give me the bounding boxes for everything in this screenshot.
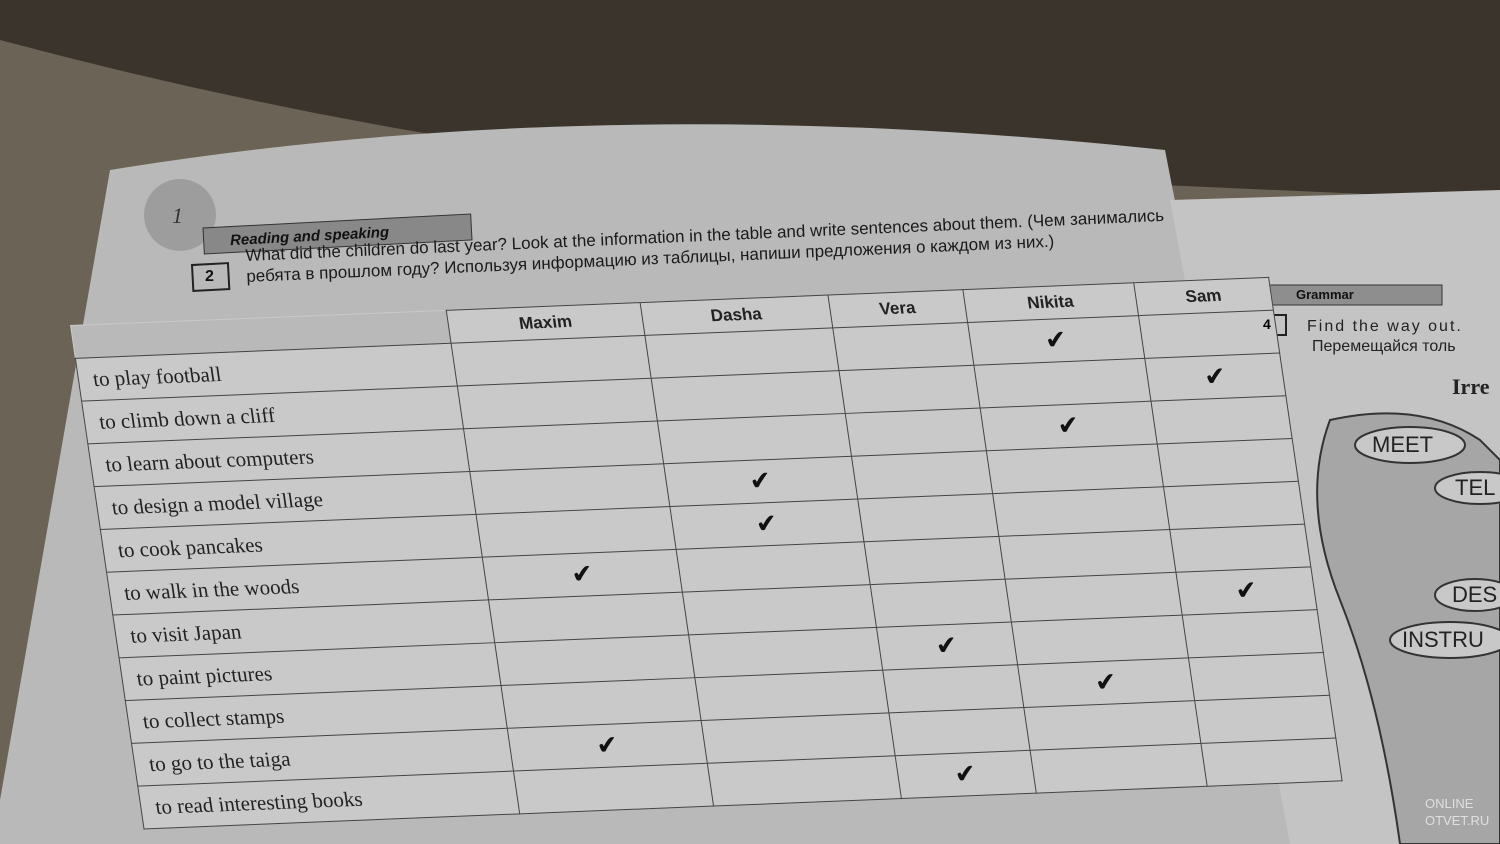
- cell: ✔: [1175, 566, 1318, 616]
- grammar-title: Grammar: [1296, 287, 1354, 302]
- watermark: ONLINE OTVET.RU: [1425, 795, 1489, 829]
- instruction: What did the children do last year? Look…: [245, 204, 1176, 287]
- check-mark: ✔: [1233, 575, 1260, 606]
- cell: ✔: [876, 621, 1018, 671]
- maze-word: MEET: [1372, 432, 1434, 457]
- cell: ✔: [894, 750, 1037, 799]
- cell: [1200, 738, 1343, 787]
- cell: [1004, 572, 1183, 622]
- cell: ✔: [663, 456, 858, 507]
- watermark-line: ONLINE: [1425, 796, 1474, 811]
- maze-word: INSTRU: [1402, 627, 1484, 652]
- instruction-en: Find the way out.: [1307, 318, 1463, 335]
- instruction-ru: Перемещайся толь: [1312, 338, 1456, 355]
- cell: [998, 529, 1176, 580]
- cell: [832, 322, 974, 371]
- watermark-line: OTVET.RU: [1425, 813, 1490, 828]
- cell: [857, 493, 999, 542]
- cell: [1157, 438, 1299, 487]
- cell: ✔: [1017, 657, 1195, 708]
- cell: [844, 408, 987, 457]
- check-mark: ✔: [933, 630, 960, 661]
- cell: [676, 541, 870, 593]
- check-mark: ✔: [1092, 667, 1119, 698]
- cell: [863, 536, 1005, 585]
- cell: [1011, 615, 1189, 665]
- cell: [973, 358, 1151, 409]
- cell: [838, 365, 980, 414]
- cell: [869, 579, 1012, 628]
- cell: ✔: [967, 315, 1145, 366]
- cell: [1194, 695, 1336, 744]
- cell: [688, 627, 883, 678]
- cell: [882, 664, 1024, 713]
- check-mark: ✔: [1055, 410, 1082, 441]
- check-mark: ✔: [1042, 325, 1069, 355]
- cell: [992, 486, 1170, 537]
- cell: [888, 707, 1030, 756]
- cell: [513, 763, 714, 814]
- maze-word: DES: [1452, 582, 1498, 607]
- table-container: Maxim Dasha Vera Nikita Sam to play football ✔…: [70, 276, 1343, 830]
- cell: [986, 443, 1164, 494]
- check-mark: ✔: [952, 759, 979, 789]
- cell: [851, 450, 993, 500]
- cell: [1163, 481, 1305, 530]
- cell: ✔: [979, 401, 1158, 451]
- cell: [657, 413, 852, 464]
- cell: [644, 327, 839, 379]
- check-mark: ✔: [594, 730, 621, 761]
- check-mark: ✔: [569, 559, 596, 590]
- cell: [1023, 700, 1201, 751]
- cell: [1188, 652, 1330, 701]
- column-header: Vera: [827, 289, 968, 328]
- cell: [1169, 524, 1311, 573]
- cell: [707, 755, 902, 807]
- activity-table: Maxim Dasha Vera Nikita Sam to play football ✔…: [70, 276, 1343, 830]
- cell: [682, 584, 877, 635]
- page-number: 1: [172, 203, 183, 228]
- cell: [1150, 395, 1293, 444]
- cell: [1029, 743, 1208, 794]
- cell: [701, 712, 895, 764]
- cell: [694, 670, 889, 721]
- maze-word: TEL: [1455, 475, 1496, 500]
- column-header: Sam: [1133, 277, 1274, 316]
- exercise-number: 4: [1263, 316, 1271, 332]
- cell: ✔: [669, 499, 864, 550]
- check-mark: ✔: [753, 508, 780, 539]
- cell: [1138, 310, 1280, 359]
- cell: [1182, 609, 1324, 658]
- cell: ✔: [1144, 352, 1286, 402]
- check-mark: ✔: [747, 466, 774, 496]
- exercise-number: 2: [205, 268, 214, 285]
- heading: Irre: [1452, 374, 1490, 399]
- cell: [651, 370, 845, 422]
- table-body: to play football ✔ to climb down a cliff ✔ t…: [75, 310, 1343, 829]
- check-mark: ✔: [1202, 361, 1229, 392]
